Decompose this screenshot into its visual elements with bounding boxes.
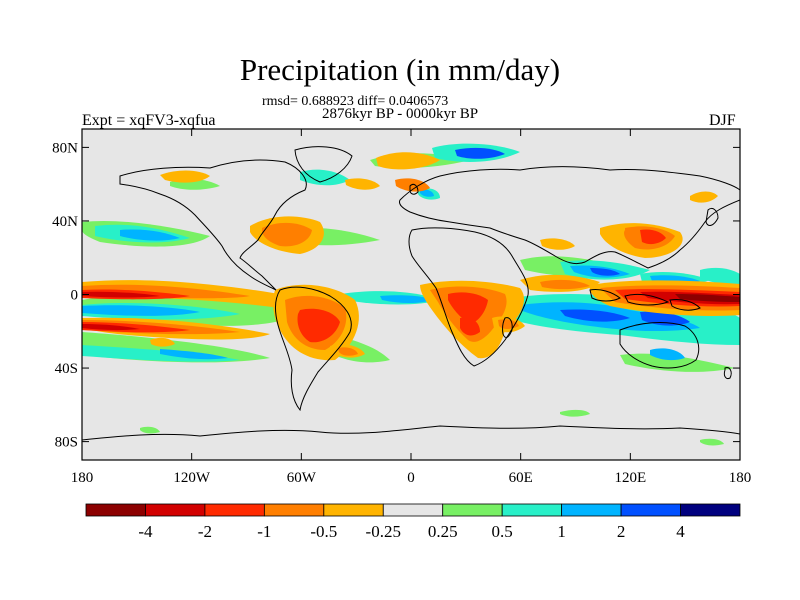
colorbar-swatch [204,503,265,517]
coastline-africa [408,227,529,367]
coastline-japan [705,207,719,226]
anomaly-patch [140,426,160,434]
lon-label: 120W [173,470,211,486]
anomaly-patch [640,229,666,245]
colorbar-swatch [561,503,622,517]
coastline-south-america [275,286,352,412]
anomaly-patch [82,324,140,331]
anomaly-patch [560,409,590,417]
anomaly-patch [675,294,740,302]
anomaly-patch [120,229,180,241]
lat-label: 80S [55,435,78,451]
latitude-axis: 80N 40N 0 40S 80S [52,140,740,451]
anomaly-patch [540,238,575,250]
season-label: DJF [709,112,736,129]
colorbar-swatch [323,503,384,517]
lon-label: 180 [71,470,94,486]
coastline-greenland [294,146,353,183]
colorbar-label: 0.25 [428,522,458,541]
anomaly-patch [82,291,160,298]
colorbar-label: 1 [557,522,566,541]
colorbar-swatch [263,503,325,517]
coastline-uk [409,183,419,195]
anomaly-patch [160,349,228,360]
time-period-label: 2876kyr BP - 0000kyr BP [322,106,479,122]
lon-label: 60W [287,470,317,486]
coastline-antarctica [82,425,740,460]
colorbar-label: -0.5 [310,522,337,541]
coastline-southeast-asia-islands [589,289,701,311]
anomaly-patch [590,268,620,276]
anomaly-patch [420,189,434,197]
colorbar-swatch [145,503,206,517]
lat-label: 40N [52,214,78,230]
anomaly-patch [262,222,312,247]
anomaly-patch [620,353,735,372]
colorbar-swatch [442,503,503,517]
anomaly-patch [560,309,630,322]
colorbar-swatch [680,503,741,517]
colorbar-label: 2 [617,522,626,541]
lon-label: 180 [729,470,752,486]
colorbar-label: -0.25 [366,522,401,541]
experiment-label: Expt = xqFV3-xqfua [82,112,216,129]
lon-label: 60E [509,470,533,486]
colorbar-label: 4 [676,522,685,541]
colorbar-label: -1 [257,522,271,541]
coastline-new-zealand [723,367,732,379]
anomaly-patch [460,317,480,336]
coastline-eurasia [399,166,740,269]
anomaly-patch [640,311,690,326]
anomaly-patch [150,337,175,347]
anomaly-patch [540,279,590,290]
colorbar-swatch [382,503,444,517]
rmsd-diff-stats: rmsd= 0.688923 diff= 0.0406573 [262,94,449,109]
anomaly-patch [700,267,740,285]
colorbar-swatch [620,503,681,517]
anomaly-patch [700,438,724,446]
coastline-australia [619,322,700,369]
anomaly-patch [297,308,340,343]
anomaly-patch [650,348,685,361]
anomaly-patch [455,147,505,159]
anomaly-patch [338,347,358,356]
lon-label: 0 [407,470,415,486]
lon-label: 120E [614,470,646,486]
anomaly-patch [380,295,432,303]
longitude-axis: 180 120W 60W 0 60E 120E 180 [71,129,752,486]
anomaly-patch [376,152,440,170]
lat-label: 0 [71,288,79,304]
plot-title: Precipitation (in mm/day) [239,52,561,87]
anomaly-patch [82,305,200,316]
lat-label: 40S [55,361,78,377]
anomaly-patch [345,178,380,190]
anomaly-patch [448,292,488,324]
coastline-madagascar [502,317,513,338]
coastline-north-america [119,159,307,291]
colorbar-swatch [85,503,146,517]
colorbar: -4 -2 -1 -0.5 -0.25 0.25 0.5 1 2 4 [85,503,741,541]
colorbar-swatch [501,503,563,517]
coastlines [82,146,740,460]
anomaly-patch [160,170,210,183]
anomaly-patch [690,191,718,203]
colorbar-label: -4 [138,522,153,541]
colorbar-label: 0.5 [492,522,513,541]
precip-anomaly-field [82,143,740,446]
anomaly-patch [395,178,430,192]
colorbar-label: -2 [198,522,212,541]
lat-label: 80N [52,140,78,156]
